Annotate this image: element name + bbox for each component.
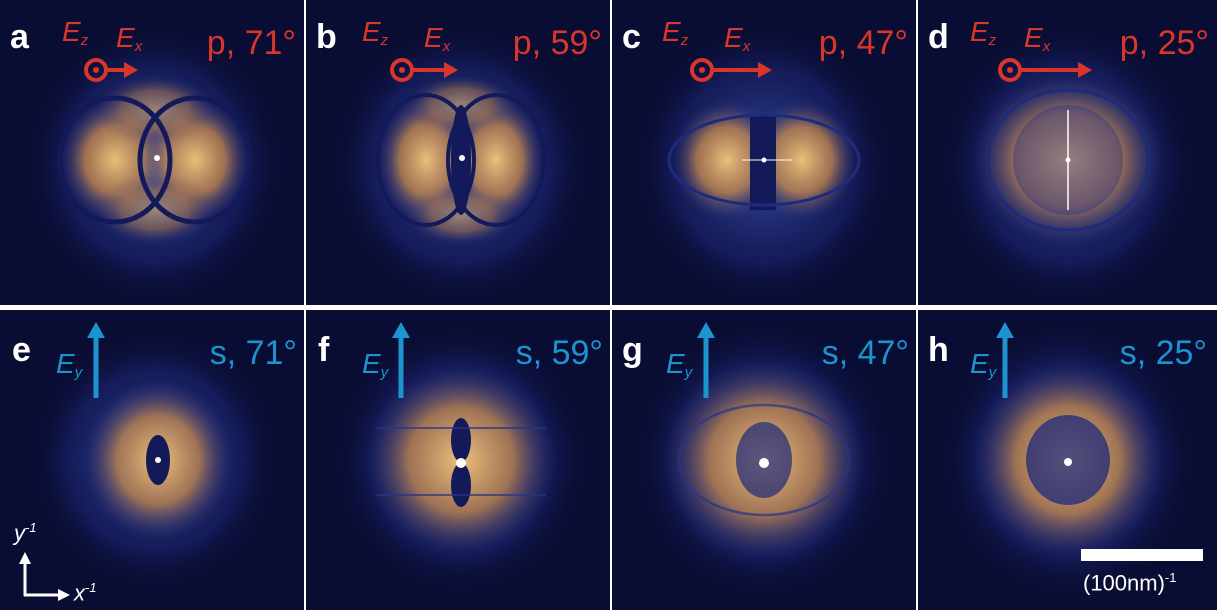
panel-c: c p, 47° Ez Ex xyxy=(612,0,916,305)
scale-bar-label: (100nm)-1 xyxy=(1083,570,1177,596)
ey-label: Ey xyxy=(666,348,693,382)
panel-angle-label: p, 71° xyxy=(206,24,296,62)
panel-angle-label: p, 47° xyxy=(818,24,908,62)
panel-a: a p, 71° Ez Ex xyxy=(0,0,304,305)
ez-label: Ez xyxy=(662,16,689,50)
panel-letter: a xyxy=(10,18,29,56)
ey-label: Ey xyxy=(970,348,997,382)
panel-angle-label: s, 59° xyxy=(515,334,603,372)
panel-letter: g xyxy=(622,331,643,369)
ex-label: Ex xyxy=(116,22,143,56)
ez-label: Ez xyxy=(970,16,997,50)
diffraction-pattern-e xyxy=(30,330,280,590)
ex-label: Ex xyxy=(724,22,751,56)
panel-angle-label: p, 25° xyxy=(1119,24,1209,62)
diffraction-pattern-a xyxy=(25,25,285,305)
panel-angle-label: s, 47° xyxy=(821,334,909,372)
panel-angle-label: p, 59° xyxy=(512,24,602,62)
scale-bar xyxy=(1081,549,1203,561)
ey-label: Ey xyxy=(56,348,83,382)
panel-b: b p, 59° Ez Ex xyxy=(306,0,610,305)
diffraction-pattern-g xyxy=(634,322,894,598)
field-arrow-icon xyxy=(84,58,138,82)
ez-label: Ez xyxy=(362,16,389,50)
diffraction-pattern-d xyxy=(940,25,1196,305)
ex-label: Ex xyxy=(424,22,451,56)
field-arrow-icon xyxy=(390,58,458,82)
panel-g xyxy=(612,310,916,610)
panel-letter: e xyxy=(12,331,31,369)
panel-d: d p, 25° Ez Ex xyxy=(918,0,1217,305)
ey-label: Ey xyxy=(362,348,389,382)
field-arrow-icon xyxy=(690,58,772,82)
panel-e xyxy=(0,310,304,610)
diffraction-pattern-b xyxy=(331,25,591,305)
field-arrow-icon xyxy=(998,58,1092,82)
y-axis-label: y-1 xyxy=(14,520,37,546)
panel-angle-label: s, 71° xyxy=(209,334,297,372)
panel-letter: f xyxy=(318,331,330,369)
panel-letter: b xyxy=(316,18,337,56)
diffraction-pattern-f xyxy=(333,325,589,595)
panel-angle-label: s, 25° xyxy=(1119,334,1207,372)
ex-label: Ex xyxy=(1024,22,1051,56)
panel-letter: d xyxy=(928,18,949,56)
diffraction-pattern-c xyxy=(634,25,894,305)
panel-f xyxy=(306,310,610,610)
x-axis-label: x-1 xyxy=(74,580,97,606)
panel-letter: c xyxy=(622,18,641,56)
ez-label: Ez xyxy=(62,16,89,50)
panel-letter: h xyxy=(928,331,949,369)
